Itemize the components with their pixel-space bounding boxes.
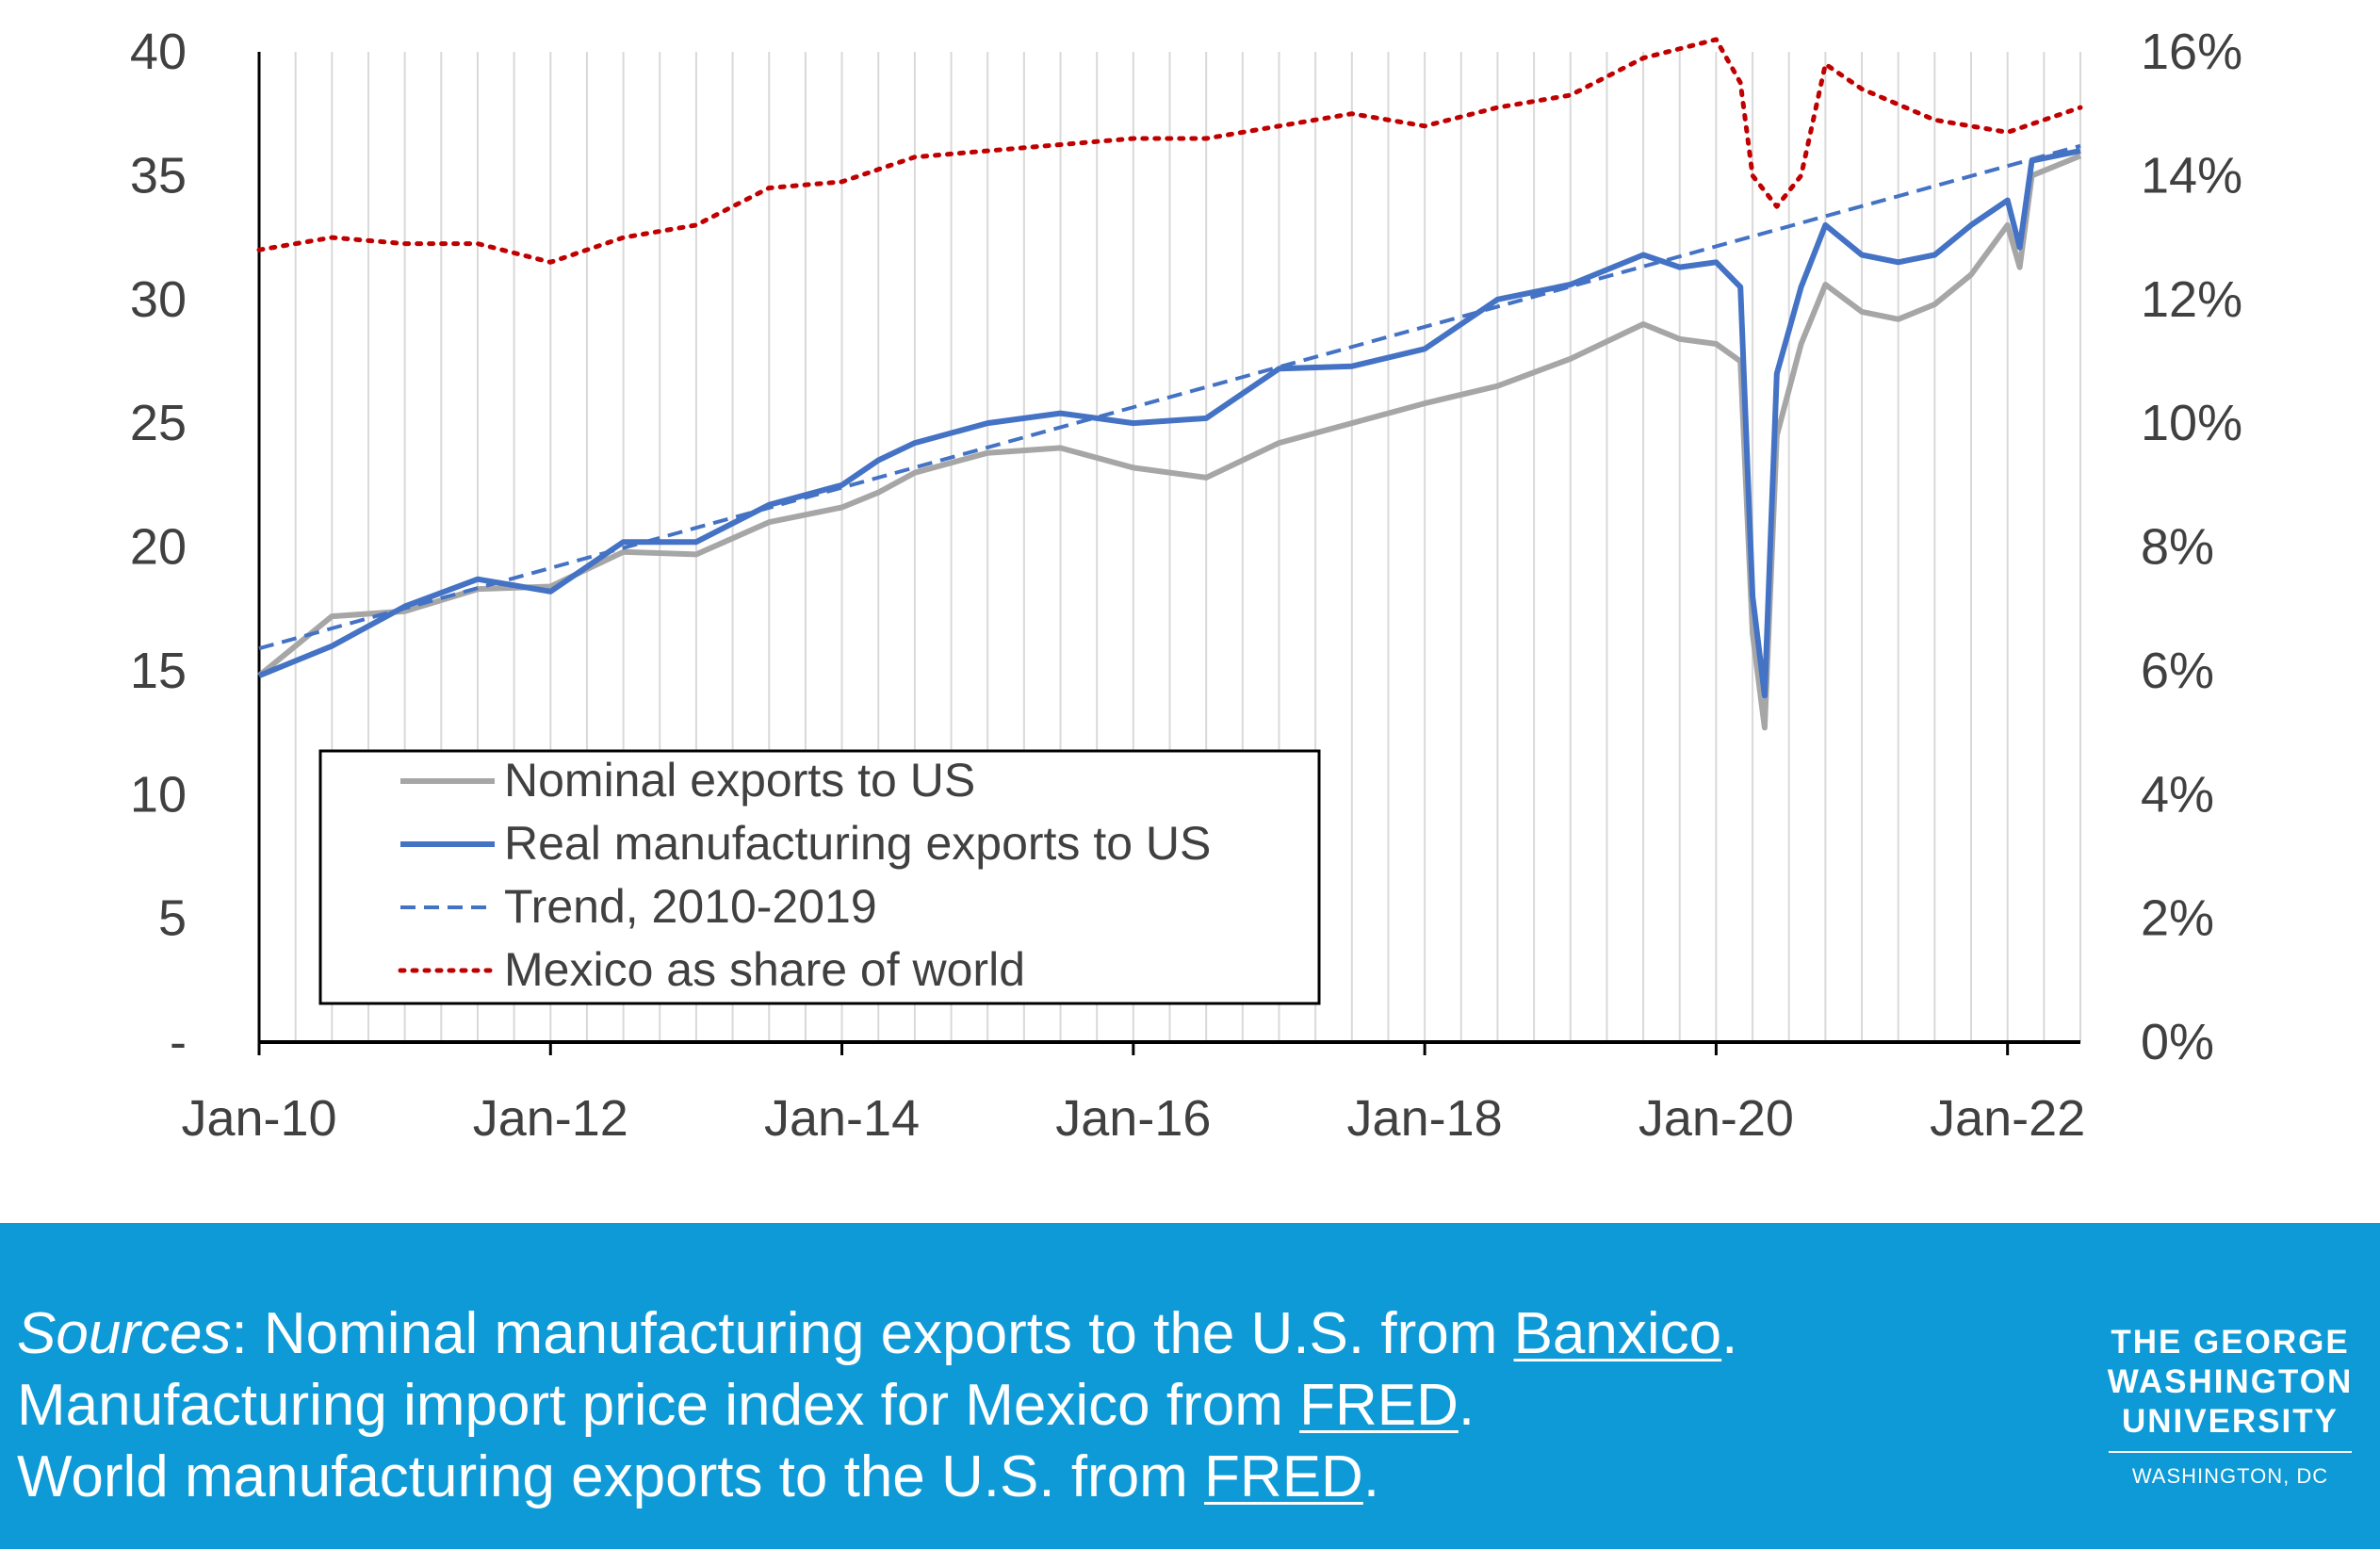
y-left-tick-label: 5	[158, 890, 187, 947]
sources-line1-text: : Nominal manufacturing exports to the U…	[231, 1301, 1514, 1366]
sources-line-world-exports: World manufacturing exports to the U.S. …	[17, 1442, 1737, 1513]
sources-footer	[0, 1223, 2380, 1549]
sources-lead: Sources	[17, 1301, 232, 1366]
legend-label-4: Mexico as share of world	[504, 943, 1025, 996]
logo-line-2: WASHINGTON	[2107, 1363, 2354, 1400]
y-right-tick-label: 8%	[2141, 519, 2214, 576]
legend-label-1: Nominal exports to US	[504, 754, 975, 807]
x-tick-label: Jan-12	[473, 1090, 628, 1147]
series-line-1	[257, 153, 2082, 731]
y-right-tick-label: 6%	[2141, 643, 2214, 699]
x-tick-label: Jan-14	[764, 1090, 920, 1147]
y-left-tick-label: 10	[130, 766, 187, 823]
y-right-tick-label: 14%	[2141, 147, 2242, 204]
y-left-tick-label: 20	[130, 519, 187, 576]
x-tick-label: Jan-16	[1055, 1090, 1211, 1147]
series-line-3	[258, 143, 2081, 651]
sources-line3-text: World manufacturing exports to the U.S. …	[17, 1444, 1205, 1509]
x-tick-label: Jan-22	[1930, 1090, 2085, 1147]
sources-line-banxico: Sources: Nominal manufacturing exports t…	[17, 1298, 1737, 1370]
y-left-tick-label: 30	[130, 271, 187, 328]
y-left-tick-label: 25	[130, 395, 187, 451]
y-right-tick-label: 10%	[2141, 395, 2242, 451]
x-tick-label: Jan-10	[181, 1090, 336, 1147]
sources-line-price-index: Manufacturing import price index for Mex…	[17, 1370, 1737, 1442]
sources-line2-text: Manufacturing import price index for Mex…	[17, 1373, 1300, 1438]
y-right-tick-label: 12%	[2141, 271, 2242, 328]
y-left-tick-label: 35	[130, 147, 187, 204]
sources-text: Sources: Nominal manufacturing exports t…	[17, 1298, 1737, 1513]
sources-line2-end: .	[1458, 1373, 1475, 1438]
logo-line-1: THE GEORGE	[2111, 1324, 2350, 1361]
fred-link-world-exports[interactable]: FRED	[1204, 1444, 1363, 1509]
legend-label-2: Real manufacturing exports to US	[504, 817, 1211, 870]
fred-link-price-index[interactable]: FRED	[1299, 1373, 1459, 1438]
y-left-tick-label: -	[170, 1014, 187, 1070]
series-line-2	[257, 148, 2081, 699]
y-left-tick-label: 15	[130, 643, 187, 699]
logo-location: WASHINGTON, DC	[2131, 1464, 2329, 1488]
y-right-tick-label: 4%	[2141, 766, 2214, 823]
x-tick-label: Jan-18	[1347, 1090, 1503, 1147]
y-right-tick-label: 2%	[2141, 890, 2214, 947]
legend-box	[318, 749, 1321, 1005]
logo-divider	[2109, 1451, 2352, 1453]
series-line-4	[256, 37, 2083, 265]
gwu-logo: THE GEORGE WASHINGTON UNIVERSITY WASHING…	[2103, 1323, 2357, 1489]
legend-label-3: Trend, 2010-2019	[504, 880, 877, 933]
line-chart: - 5 10 15 20 25 30 35 40 0% 2% 4% 6% 8% 10% 12% 14% 16% Ja…	[130, 24, 2242, 1147]
y-left-tick-label: 40	[130, 24, 187, 80]
x-tick-label: Jan-20	[1638, 1090, 1794, 1147]
sources-line1-end: .	[1721, 1301, 1738, 1366]
banxico-link[interactable]: Banxico	[1513, 1301, 1722, 1366]
y-right-tick-label: 16%	[2141, 24, 2242, 80]
logo-line-3: UNIVERSITY	[2121, 1403, 2339, 1440]
y-right-tick-label: 0%	[2141, 1014, 2214, 1070]
sources-line3-end: .	[1362, 1444, 1380, 1509]
